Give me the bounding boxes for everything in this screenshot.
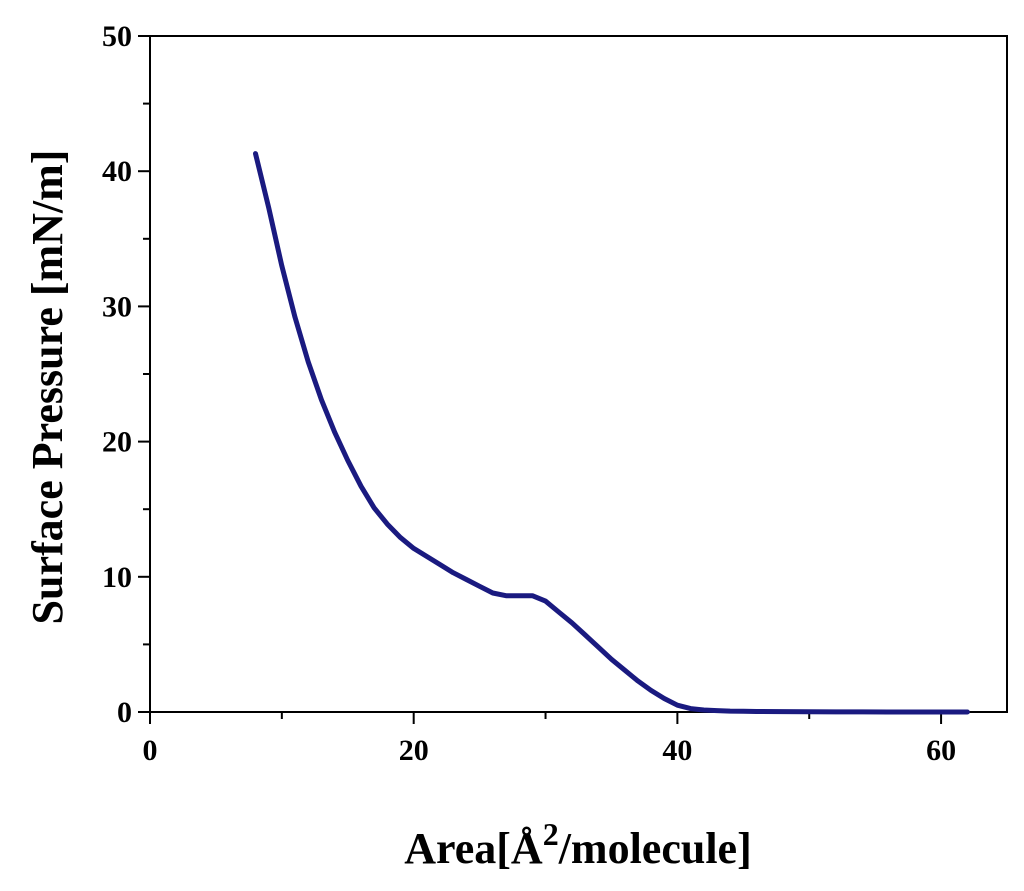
y-axis-title: Surface Pressure [mN/m] [23, 150, 72, 625]
x-axis-title: Area[Å2/molecule] [404, 816, 752, 873]
plot-frame [149, 35, 1008, 713]
y-tick-label: 10 [102, 561, 132, 594]
x-axis-title-suffix: /molecule] [558, 824, 752, 873]
x-tick-label: 60 [926, 734, 956, 767]
x-tick-label: 20 [399, 734, 429, 767]
y-tick-label: 20 [102, 426, 132, 459]
y-tick-label: 30 [102, 290, 132, 323]
x-axis-title-prefix: Area[Å [404, 824, 543, 873]
y-tick-label: 0 [117, 696, 132, 729]
y-tick-label: 50 [102, 20, 132, 53]
series-line [253, 151, 970, 715]
y-tick-label: 40 [102, 155, 132, 188]
x-tick-label: 0 [143, 734, 158, 767]
x-tick-label: 40 [662, 734, 692, 767]
x-axis-title-superscript: 2 [543, 816, 559, 852]
